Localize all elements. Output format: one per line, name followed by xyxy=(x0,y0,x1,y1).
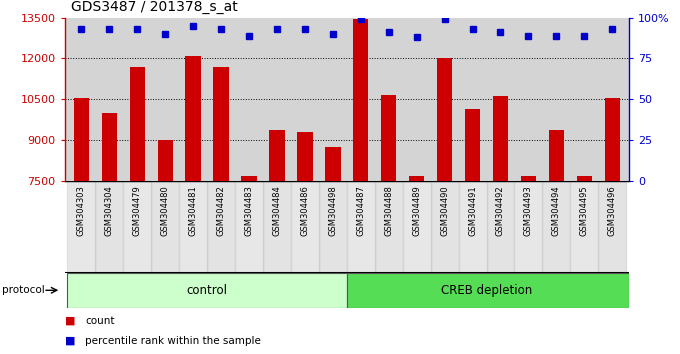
Bar xyxy=(549,130,564,354)
Bar xyxy=(465,109,480,354)
Bar xyxy=(486,181,515,273)
Text: GSM304479: GSM304479 xyxy=(133,185,141,236)
Bar xyxy=(179,181,207,273)
Bar xyxy=(263,181,291,273)
Bar xyxy=(437,58,452,354)
Text: CREB depletion: CREB depletion xyxy=(441,284,532,297)
Bar xyxy=(130,67,145,354)
Bar xyxy=(67,273,347,308)
Text: percentile rank within the sample: percentile rank within the sample xyxy=(85,336,261,346)
Text: GSM304481: GSM304481 xyxy=(188,185,198,236)
Bar xyxy=(381,95,396,354)
Text: ■: ■ xyxy=(65,316,75,326)
Bar xyxy=(325,147,341,354)
Text: GSM304486: GSM304486 xyxy=(301,185,309,236)
Text: count: count xyxy=(85,316,114,326)
Bar xyxy=(186,56,201,354)
Text: GSM304303: GSM304303 xyxy=(77,185,86,236)
Bar xyxy=(409,176,424,354)
Bar xyxy=(521,176,536,354)
Bar xyxy=(403,181,430,273)
Bar xyxy=(577,176,592,354)
Text: GSM304496: GSM304496 xyxy=(608,185,617,236)
Text: GSM304488: GSM304488 xyxy=(384,185,393,236)
Bar xyxy=(73,98,89,354)
Text: GSM304494: GSM304494 xyxy=(552,185,561,236)
Bar xyxy=(319,181,347,273)
Bar xyxy=(571,181,598,273)
Bar xyxy=(158,140,173,354)
Bar xyxy=(458,181,486,273)
Text: protocol: protocol xyxy=(2,285,45,295)
Bar xyxy=(493,96,508,354)
Bar xyxy=(347,181,375,273)
Bar xyxy=(235,181,263,273)
Text: GSM304484: GSM304484 xyxy=(273,185,282,236)
Text: GDS3487 / 201378_s_at: GDS3487 / 201378_s_at xyxy=(71,0,238,14)
Bar xyxy=(353,19,369,354)
Text: GSM304490: GSM304490 xyxy=(440,185,449,236)
Bar xyxy=(151,181,179,273)
Bar xyxy=(430,181,458,273)
Text: GSM304493: GSM304493 xyxy=(524,185,533,236)
Text: GSM304482: GSM304482 xyxy=(216,185,226,236)
Bar xyxy=(214,67,228,354)
Bar xyxy=(375,181,403,273)
Bar xyxy=(297,132,313,354)
Bar xyxy=(207,181,235,273)
Bar xyxy=(543,181,571,273)
Text: GSM304487: GSM304487 xyxy=(356,185,365,236)
Bar xyxy=(101,113,117,354)
Bar xyxy=(123,181,151,273)
Bar xyxy=(67,181,95,273)
Bar xyxy=(241,176,256,354)
Text: GSM304492: GSM304492 xyxy=(496,185,505,236)
Bar xyxy=(605,98,620,354)
Text: GSM304480: GSM304480 xyxy=(160,185,170,236)
Text: GSM304491: GSM304491 xyxy=(468,185,477,236)
Bar xyxy=(598,181,626,273)
Bar xyxy=(347,273,629,308)
Text: GSM304304: GSM304304 xyxy=(105,185,114,236)
Bar xyxy=(291,181,319,273)
Text: GSM304483: GSM304483 xyxy=(245,185,254,236)
Text: GSM304495: GSM304495 xyxy=(580,185,589,236)
Text: GSM304489: GSM304489 xyxy=(412,185,421,236)
Text: ■: ■ xyxy=(65,336,75,346)
Bar xyxy=(95,181,123,273)
Text: GSM304498: GSM304498 xyxy=(328,185,337,236)
Text: control: control xyxy=(186,284,228,297)
Bar xyxy=(269,130,285,354)
Bar xyxy=(515,181,543,273)
